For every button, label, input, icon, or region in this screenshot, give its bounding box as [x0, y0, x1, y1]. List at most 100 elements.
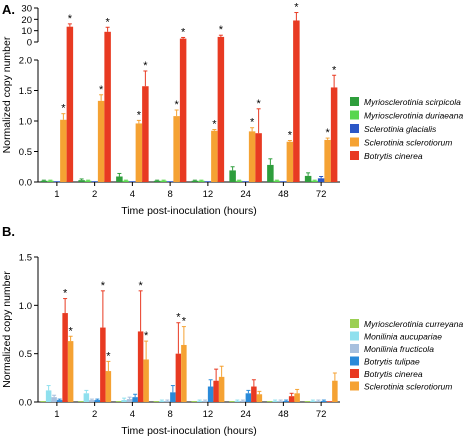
significance-star: * — [182, 316, 187, 328]
bar — [97, 100, 105, 182]
bar — [207, 386, 214, 402]
bar — [94, 400, 101, 402]
bar — [273, 180, 281, 182]
x-tick-label: 1 — [54, 189, 59, 200]
bar — [173, 116, 180, 182]
bar — [272, 401, 278, 402]
significance-star: * — [99, 84, 104, 96]
bar — [132, 397, 138, 402]
y-tick-label: 1.0 — [19, 301, 32, 312]
bar — [160, 180, 167, 182]
bar — [218, 376, 225, 402]
legend-swatch — [350, 331, 359, 341]
bar — [326, 401, 333, 402]
significance-star: * — [105, 16, 110, 28]
bar — [217, 36, 225, 183]
legend-label: Monilinia fructicola — [364, 344, 434, 354]
bar — [67, 341, 74, 402]
bar — [229, 170, 236, 182]
x-tick-label: 24 — [240, 189, 251, 200]
legend-label: Botrytis cinerea — [364, 369, 423, 379]
legend-swatch — [350, 319, 359, 328]
y-tick-label-upper: 20 — [21, 15, 32, 26]
x-tick-label: 1 — [54, 409, 59, 420]
bar — [137, 331, 144, 402]
bar — [191, 401, 197, 402]
significance-star: * — [63, 288, 68, 300]
y-tick-label: 0.5 — [19, 349, 32, 360]
bar — [129, 181, 136, 182]
x-tick-label: 48 — [278, 409, 289, 420]
bar — [283, 401, 289, 402]
bar — [40, 180, 48, 182]
bar — [234, 401, 241, 402]
bar — [245, 393, 252, 402]
bar — [53, 181, 61, 182]
x-tick-label: 24 — [240, 409, 251, 420]
y-tick-label: 0.0 — [19, 178, 32, 189]
bar — [91, 181, 98, 182]
bar — [78, 401, 84, 402]
bar — [45, 390, 52, 402]
legend-swatch — [350, 97, 359, 106]
significance-star: * — [174, 99, 179, 111]
significance-star: * — [294, 2, 299, 14]
significance-star: * — [256, 98, 261, 110]
significance-star: * — [219, 24, 224, 36]
legend-swatch — [350, 381, 359, 391]
legend-swatch — [350, 356, 359, 366]
bar — [164, 401, 171, 402]
bar — [78, 180, 85, 182]
bar — [286, 141, 294, 182]
bar — [211, 130, 218, 182]
bar — [153, 401, 160, 402]
bar — [315, 401, 322, 402]
bar — [40, 401, 46, 402]
bar — [62, 313, 68, 402]
y-tick-label-upper: 0 — [27, 38, 32, 49]
bar — [198, 180, 205, 182]
legend-swatch — [350, 369, 359, 378]
significance-star: * — [137, 109, 142, 121]
significance-star: * — [68, 13, 73, 25]
bar — [179, 38, 187, 182]
bar — [204, 181, 212, 182]
significance-star: * — [288, 130, 293, 142]
legend-label: Sclerotinia sclerotiorum — [364, 382, 452, 392]
significance-star: * — [138, 280, 143, 292]
bar — [330, 87, 338, 182]
legend-label: Sclerotinia glacialis — [364, 124, 437, 134]
legend-label: Botrytis tulipae — [364, 357, 420, 367]
bar — [51, 397, 57, 402]
bar — [126, 399, 133, 402]
bar — [191, 180, 199, 182]
bar — [116, 176, 123, 182]
y-tick-label: 1.5 — [19, 253, 32, 264]
significance-star: * — [144, 330, 149, 342]
bar — [56, 400, 63, 402]
bar — [277, 401, 284, 402]
y-tick-label-upper: 30 — [21, 4, 32, 15]
significance-star: * — [325, 127, 330, 139]
significance-star: * — [68, 325, 73, 337]
y-tick-label: 2.0 — [19, 56, 32, 67]
x-tick-label: 72 — [316, 189, 327, 200]
legend-label: Myriosclerotinia curreyana — [364, 319, 463, 329]
bar — [89, 400, 95, 402]
y-tick-label: 1.5 — [19, 86, 32, 97]
significance-star: * — [332, 64, 337, 76]
legend-swatch — [350, 344, 359, 353]
x-tick-label: 2 — [92, 409, 97, 420]
bar — [115, 401, 122, 402]
bar — [332, 380, 338, 402]
significance-star: * — [106, 350, 111, 362]
bar — [248, 131, 256, 182]
bar — [84, 180, 92, 182]
bar — [317, 178, 325, 182]
legend-swatch — [350, 110, 359, 120]
legend-label: Myriosclerotinia duriaeana — [364, 111, 463, 121]
y-tick-label: 0.0 — [19, 398, 32, 409]
legend-swatch — [350, 124, 359, 133]
legend-label: Botrytis cinerea — [364, 151, 423, 161]
